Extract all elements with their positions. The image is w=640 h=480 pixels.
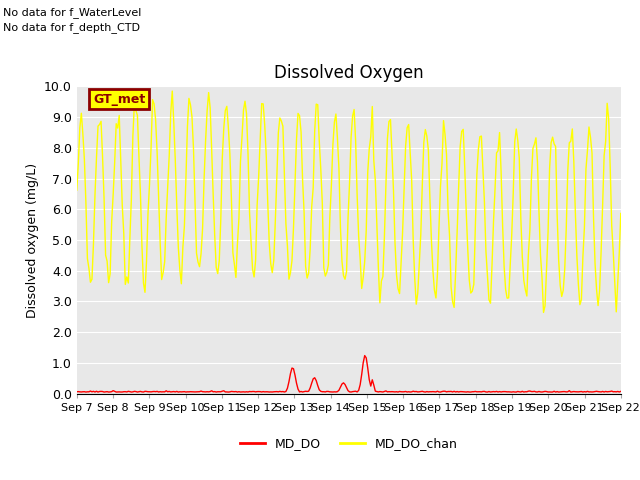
- Text: No data for f_depth_CTD: No data for f_depth_CTD: [3, 22, 140, 33]
- Y-axis label: Dissolved oxygen (mg/L): Dissolved oxygen (mg/L): [26, 162, 38, 318]
- Text: GT_met: GT_met: [93, 93, 145, 106]
- Title: Dissolved Oxygen: Dissolved Oxygen: [274, 64, 424, 82]
- Text: No data for f_WaterLevel: No data for f_WaterLevel: [3, 7, 141, 18]
- Legend: MD_DO, MD_DO_chan: MD_DO, MD_DO_chan: [235, 432, 463, 455]
